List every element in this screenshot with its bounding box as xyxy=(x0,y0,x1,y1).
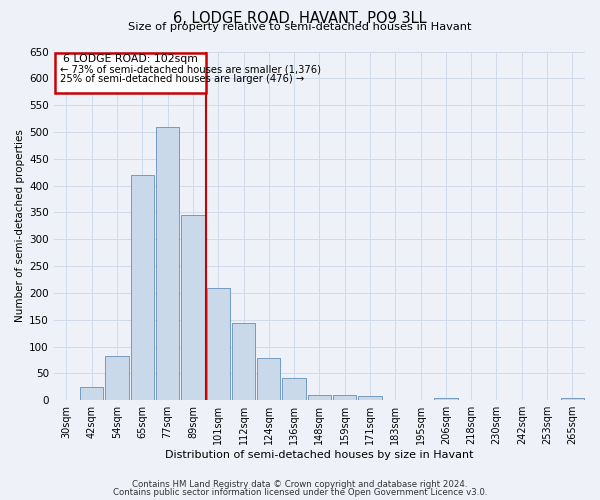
Bar xyxy=(308,395,331,400)
Bar xyxy=(333,395,356,400)
Bar xyxy=(232,324,255,400)
Text: 25% of semi-detached houses are larger (476) →: 25% of semi-detached houses are larger (… xyxy=(60,74,304,84)
Bar xyxy=(358,396,382,400)
Bar xyxy=(561,398,584,400)
Text: Contains public sector information licensed under the Open Government Licence v3: Contains public sector information licen… xyxy=(113,488,487,497)
Bar xyxy=(283,378,306,400)
Y-axis label: Number of semi-detached properties: Number of semi-detached properties xyxy=(15,130,25,322)
Bar xyxy=(106,356,128,400)
Bar xyxy=(257,358,280,400)
Text: Size of property relative to semi-detached houses in Havant: Size of property relative to semi-detach… xyxy=(128,22,472,32)
Bar xyxy=(206,288,230,400)
Bar xyxy=(434,398,458,400)
Bar xyxy=(131,175,154,400)
Text: 6, LODGE ROAD, HAVANT, PO9 3LL: 6, LODGE ROAD, HAVANT, PO9 3LL xyxy=(173,11,427,26)
Bar xyxy=(55,52,206,94)
Bar xyxy=(181,215,205,400)
Text: Contains HM Land Registry data © Crown copyright and database right 2024.: Contains HM Land Registry data © Crown c… xyxy=(132,480,468,489)
X-axis label: Distribution of semi-detached houses by size in Havant: Distribution of semi-detached houses by … xyxy=(165,450,473,460)
Bar xyxy=(156,126,179,400)
Text: 6 LODGE ROAD: 102sqm: 6 LODGE ROAD: 102sqm xyxy=(63,54,198,64)
Text: ← 73% of semi-detached houses are smaller (1,376): ← 73% of semi-detached houses are smalle… xyxy=(60,64,321,74)
Bar xyxy=(80,387,103,400)
